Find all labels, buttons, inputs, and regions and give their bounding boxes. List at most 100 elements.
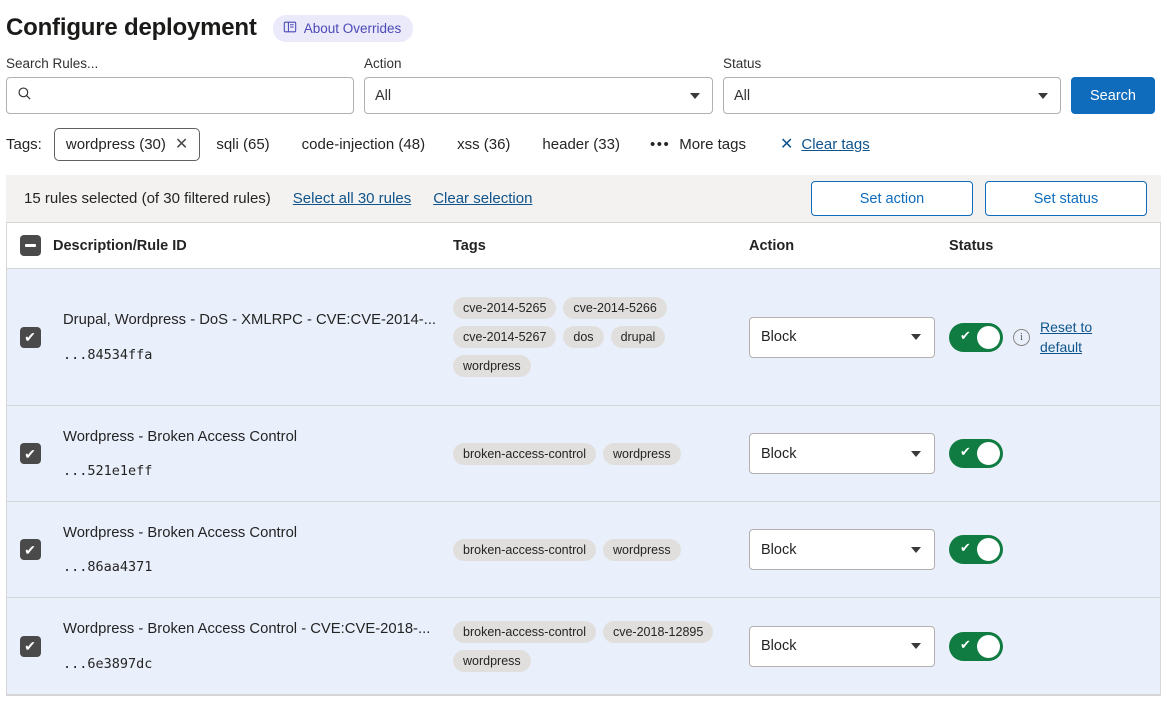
action-select[interactable]: Block	[749, 433, 935, 474]
toggle-knob	[977, 538, 1000, 561]
clear-tags-button[interactable]: ✕ Clear tags	[770, 129, 880, 160]
status-toggle[interactable]: ✔	[949, 631, 1003, 661]
row-checkbox-cell: ✔	[7, 539, 53, 560]
row-status-cell: ✔ i Reset to default	[949, 317, 1160, 358]
check-icon: ✔	[960, 444, 971, 459]
rule-tag: broken-access-control	[453, 442, 596, 465]
row-status-cell: ✔	[949, 631, 1160, 661]
row-tags-cell: broken-access-control wordpress	[453, 442, 749, 465]
filters-bar: Search Rules... Action All Status	[0, 46, 1167, 114]
set-action-button[interactable]: Set action	[811, 181, 973, 216]
rule-tag: dos	[563, 326, 604, 348]
column-header-status: Status	[949, 237, 994, 254]
more-tags-button[interactable]: ••• More tags	[636, 129, 758, 160]
rule-tag: broken-access-control	[453, 538, 596, 561]
row-checkbox-cell: ✔	[7, 326, 53, 348]
table-row[interactable]: ✔ Drupal, Wordpress - DoS - XMLRPC - CVE…	[7, 269, 1160, 406]
action-select-value: Block	[761, 541, 797, 558]
page-header: Configure deployment About Overrides	[0, 0, 1167, 46]
row-description-cell: Wordpress - Broken Access Control ...521…	[53, 428, 453, 480]
status-label: Status	[723, 56, 762, 71]
toggle-knob	[977, 442, 1000, 465]
tag-chip-wordpress[interactable]: wordpress (30) ✕	[53, 128, 201, 161]
row-tags-cell: broken-access-control cve-2018-12895 wor…	[453, 620, 749, 672]
rule-description: Wordpress - Broken Access Control	[63, 428, 298, 445]
action-field-group: Action All	[364, 56, 713, 114]
chevron-down-icon	[911, 546, 921, 553]
rule-id: ...86aa4371	[63, 559, 153, 576]
select-all-link[interactable]: Select all 30 rules	[292, 190, 412, 207]
info-icon[interactable]: i	[1013, 328, 1030, 346]
rule-tag: wordpress	[453, 355, 531, 377]
row-checkbox[interactable]: ✔	[19, 539, 41, 560]
status-filter-value: All	[734, 87, 751, 104]
row-action-cell: Block	[749, 625, 949, 667]
table-row[interactable]: ✔ Wordpress - Broken Access Control - CV…	[7, 598, 1160, 695]
action-select[interactable]: Block	[749, 529, 935, 570]
status-toggle[interactable]: ✔	[949, 535, 1003, 564]
table-row[interactable]	[7, 695, 1160, 696]
set-status-button[interactable]: Set status	[985, 181, 1147, 216]
select-all-checkbox[interactable]	[19, 235, 41, 256]
ellipsis-icon: •••	[649, 136, 671, 153]
table-row[interactable]: ✔ Wordpress - Broken Access Control ...5…	[7, 406, 1160, 502]
tag-chip-label: wordpress (30)	[65, 136, 166, 153]
close-icon[interactable]: ✕	[174, 135, 189, 153]
column-header-action: Action	[749, 237, 795, 254]
row-tags-cell: cve-2014-5265 cve-2014-5266 cve-2014-526…	[453, 297, 749, 377]
rule-description: Wordpress - Broken Access Control - CVE:…	[63, 621, 431, 638]
chevron-down-icon	[911, 334, 921, 340]
rule-tag: cve-2018-12895	[602, 620, 714, 643]
rule-id: ...521e1eff	[63, 463, 153, 480]
search-icon	[17, 86, 32, 105]
tag-option-code-injection[interactable]: code-injection (48)	[301, 136, 426, 153]
rule-tag: wordpress	[602, 442, 681, 465]
status-toggle[interactable]: ✔	[949, 322, 1003, 352]
book-icon	[283, 20, 297, 37]
row-checkbox[interactable]: ✔	[19, 443, 41, 464]
rule-tag: wordpress	[602, 538, 681, 561]
table-row[interactable]: ✔ Wordpress - Broken Access Control ...8…	[7, 502, 1160, 598]
action-select[interactable]: Block	[749, 625, 935, 667]
search-input[interactable]	[6, 77, 354, 114]
toggle-knob	[977, 325, 1000, 349]
close-icon: ✕	[779, 135, 794, 153]
chevron-down-icon	[911, 450, 921, 457]
status-field-group: Status All	[723, 56, 1061, 114]
clear-tags-label: Clear tags	[801, 136, 870, 153]
rule-tag: cve-2014-5266	[563, 297, 667, 319]
action-filter-value: All	[375, 87, 392, 104]
tags-label: Tags:	[6, 136, 42, 153]
row-action-cell: Block	[749, 529, 949, 570]
clear-selection-link[interactable]: Clear selection	[433, 190, 533, 207]
rule-id: ...6e3897dc	[63, 655, 153, 672]
row-checkbox-cell: ✔	[7, 635, 53, 657]
status-toggle[interactable]: ✔	[949, 439, 1003, 468]
rules-table: Description/Rule ID Tags Action Status ✔…	[6, 222, 1161, 696]
status-filter-select[interactable]: All	[723, 77, 1061, 114]
reset-to-default-link[interactable]: Reset to default	[1040, 318, 1093, 355]
row-action-cell: Block	[749, 433, 949, 474]
action-filter-select[interactable]: All	[364, 77, 713, 114]
about-overrides-badge[interactable]: About Overrides	[272, 14, 414, 42]
rule-id: ...84534ffa	[63, 346, 153, 363]
tags-filter-row: Tags: wordpress (30) ✕ sqli (65) code-in…	[0, 114, 1167, 161]
column-header-description: Description/Rule ID	[53, 237, 187, 254]
tag-option-header[interactable]: header (33)	[542, 136, 620, 153]
action-select[interactable]: Block	[749, 316, 935, 358]
more-tags-label: More tags	[679, 136, 746, 153]
row-status-cell: ✔	[949, 535, 1160, 564]
search-button[interactable]: Search	[1071, 77, 1155, 114]
tag-option-xss[interactable]: xss (36)	[457, 136, 511, 153]
rule-tag: drupal	[610, 326, 666, 348]
check-icon: ✔	[960, 327, 971, 343]
row-checkbox[interactable]: ✔	[19, 635, 41, 657]
row-description-cell: Drupal, Wordpress - DoS - XMLRPC - CVE:C…	[53, 311, 453, 363]
row-checkbox[interactable]: ✔	[19, 326, 41, 348]
action-select-value: Block	[761, 329, 797, 345]
tag-option-sqli[interactable]: sqli (65)	[216, 136, 270, 153]
row-checkbox-cell: ✔	[7, 443, 53, 464]
toggle-knob	[977, 634, 1000, 658]
rule-tag: broken-access-control	[453, 620, 596, 643]
